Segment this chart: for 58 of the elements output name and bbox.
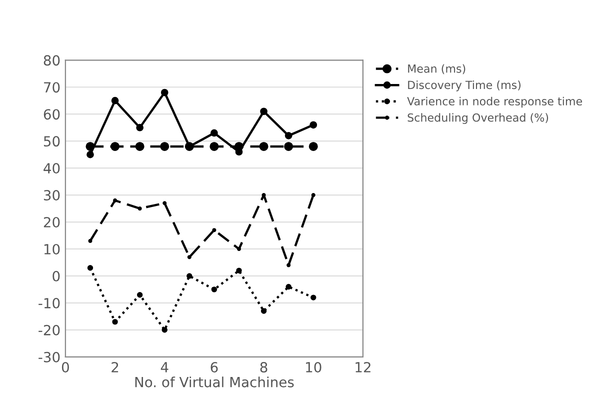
y-tick-label: -30: [38, 352, 60, 362]
legend-label: Scheduling Overhead (%): [408, 113, 548, 124]
point: [210, 129, 218, 137]
point: [187, 255, 192, 260]
x-tick-label: 10: [306, 362, 322, 372]
point: [259, 142, 268, 151]
y-tick-label: -10: [38, 298, 60, 308]
y-tick-label: 10: [44, 244, 60, 254]
point: [286, 263, 291, 268]
point: [111, 96, 119, 104]
point: [210, 142, 219, 151]
y-tick-label: 0: [52, 270, 60, 282]
x-tick-label: 0: [62, 362, 69, 372]
y-tick-label: 20: [44, 216, 60, 228]
legend-label: Mean (ms): [408, 64, 466, 74]
point: [212, 228, 216, 232]
point: [310, 121, 318, 129]
y-tick-label: 30: [44, 190, 60, 201]
x-axis-title: No. of Virtual Machines: [135, 376, 294, 388]
y-tick-label: 50: [44, 136, 60, 147]
point: [110, 142, 120, 151]
point: [136, 292, 143, 298]
point: [284, 142, 294, 151]
point: [160, 142, 170, 151]
point: [286, 284, 292, 290]
point: [310, 294, 316, 300]
y-tick-label: 60: [44, 109, 60, 120]
point: [236, 268, 242, 274]
y-tick-label: 40: [44, 163, 60, 174]
point: [308, 142, 318, 151]
point: [236, 246, 242, 251]
point: [136, 124, 144, 132]
point: [311, 193, 316, 198]
point: [88, 238, 92, 243]
y-tick-label: -20: [38, 324, 60, 336]
legend-label: Discovery Time (ms): [408, 80, 521, 92]
point: [138, 206, 142, 211]
point: [112, 318, 118, 325]
point: [211, 286, 218, 292]
x-tick-label: 4: [160, 362, 168, 372]
point: [186, 273, 192, 279]
y-tick-label: 70: [44, 82, 60, 93]
point: [160, 88, 168, 96]
point: [87, 265, 94, 271]
x-tick-label: 2: [112, 362, 118, 372]
legend-label: Varience in node response time: [407, 96, 582, 108]
point: [260, 108, 268, 116]
x-tick-label: 8: [260, 362, 268, 372]
x-tick-label: 12: [356, 362, 370, 372]
point: [162, 327, 168, 333]
point: [162, 201, 167, 206]
point: [284, 132, 292, 140]
x-tick-label: 6: [210, 362, 218, 372]
point: [113, 198, 118, 202]
point: [135, 142, 144, 151]
y-tick-label: 80: [44, 55, 60, 66]
point: [260, 308, 267, 314]
point: [86, 150, 94, 158]
